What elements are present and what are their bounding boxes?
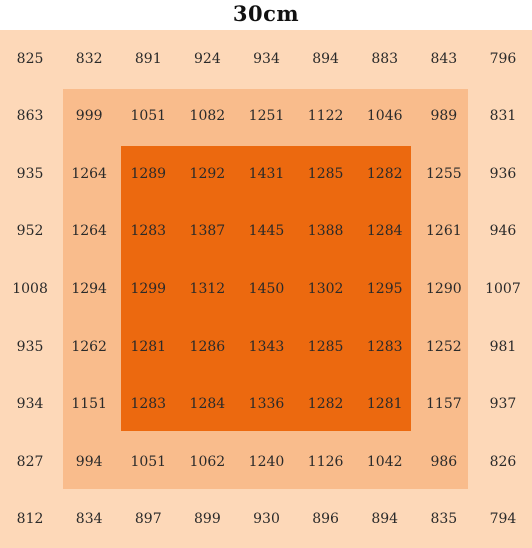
cell-value: 1008 <box>12 281 48 297</box>
cell-value: 832 <box>75 50 103 67</box>
cell-value: 1285 <box>307 165 344 182</box>
cell-value: 1251 <box>248 108 285 125</box>
cell-value: 1082 <box>189 108 226 125</box>
cell-value: 994 <box>75 453 103 470</box>
cell-value: 1450 <box>248 281 285 297</box>
cell-value: 883 <box>371 50 399 67</box>
cell-value: 1290 <box>426 281 462 297</box>
cell-value: 1007 <box>485 281 521 297</box>
cell-value: 1283 <box>130 223 167 240</box>
cell-value: 1299 <box>130 281 167 297</box>
cell-value: 937 <box>489 396 517 413</box>
cell-value: 986 <box>430 453 458 470</box>
cell-value: 1283 <box>130 396 167 413</box>
cell-value: 1240 <box>248 453 285 470</box>
cell-value: 934 <box>253 50 280 67</box>
cell-value: 1289 <box>130 165 167 182</box>
cell-value: 999 <box>75 108 103 125</box>
cell-value: 1431 <box>248 165 285 182</box>
cell-value: 1051 <box>130 108 167 125</box>
cell-value: 1264 <box>71 165 107 182</box>
cell-value: 863 <box>16 108 44 125</box>
cell-value: 899 <box>194 511 221 528</box>
cell-value: 1281 <box>366 396 403 413</box>
cell-value: 952 <box>16 223 44 240</box>
cell-value: 1388 <box>307 223 344 240</box>
cell-value: 1042 <box>366 453 403 470</box>
cell-value: 834 <box>75 511 103 528</box>
cell-value: 1262 <box>71 338 107 355</box>
cell-value: 796 <box>489 50 517 67</box>
cell-value: 1387 <box>189 223 226 240</box>
cell-value: 896 <box>312 511 339 528</box>
cell-value: 826 <box>489 453 517 470</box>
cell-value: 825 <box>16 50 44 67</box>
cell-value: 1292 <box>189 165 226 182</box>
cell-value: 1264 <box>71 223 107 240</box>
cell-value: 1122 <box>307 108 344 125</box>
cell-value: 1126 <box>307 453 344 470</box>
cell-value: 1255 <box>426 165 462 182</box>
cell-value: 1343 <box>248 338 285 355</box>
cell-value: 1302 <box>307 281 344 297</box>
cell-value: 1284 <box>366 223 403 240</box>
cell-value: 1312 <box>189 281 226 297</box>
cell-value: 1051 <box>130 453 167 470</box>
cell-value: 1282 <box>366 165 403 182</box>
heatmap-grid: 825 832 891 924 934 894 883 843 796 863 999 1051 108… <box>0 30 532 548</box>
cell-value: 827 <box>16 453 44 470</box>
cell-value: 1282 <box>307 396 344 413</box>
cell-value: 1151 <box>71 396 107 413</box>
cell-value: 981 <box>489 338 517 355</box>
cell-value: 924 <box>194 50 221 67</box>
cell-value: 891 <box>134 50 162 67</box>
cell-value: 1157 <box>426 396 462 413</box>
cell-value: 935 <box>16 165 44 182</box>
cell-value: 894 <box>371 511 399 528</box>
inner-zone <box>121 146 411 431</box>
cell-value: 930 <box>253 511 280 528</box>
cell-value: 812 <box>16 511 44 528</box>
cell-value: 1336 <box>248 396 285 413</box>
cell-value: 989 <box>430 108 458 125</box>
cell-value: 934 <box>16 396 44 413</box>
cell-value: 1285 <box>307 338 344 355</box>
cell-value: 835 <box>430 511 458 528</box>
cell-value: 1284 <box>189 396 226 413</box>
cell-value: 936 <box>489 165 517 182</box>
cell-value: 1062 <box>189 453 226 470</box>
cell-value: 897 <box>134 511 162 528</box>
cell-value: 1252 <box>426 338 462 355</box>
cell-value: 1281 <box>130 338 167 355</box>
chart-title: 30cm <box>232 1 300 26</box>
cell-value: 1261 <box>426 223 462 240</box>
cell-value: 1046 <box>366 108 403 125</box>
cell-value: 946 <box>489 223 517 240</box>
cell-value: 831 <box>489 108 517 125</box>
cell-value: 1295 <box>366 281 403 297</box>
cell-value: 1286 <box>189 338 226 355</box>
cell-value: 1283 <box>366 338 403 355</box>
cell-value: 1294 <box>71 281 107 297</box>
cell-value: 935 <box>16 338 44 355</box>
cell-value: 843 <box>430 50 458 67</box>
cell-value: 894 <box>312 50 339 67</box>
cell-value: 794 <box>489 511 517 528</box>
cell-value: 1445 <box>248 223 285 240</box>
